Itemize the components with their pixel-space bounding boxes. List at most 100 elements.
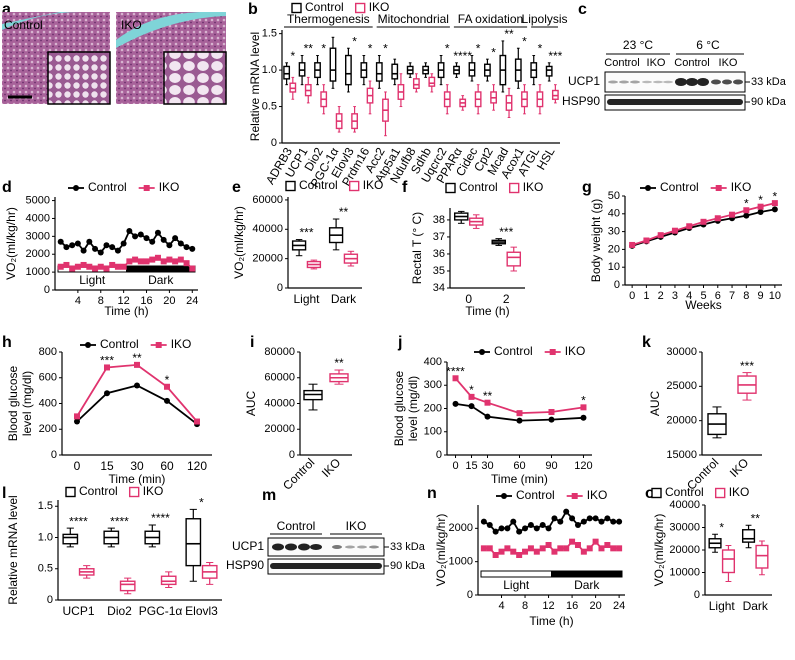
marker <box>143 235 150 242</box>
marker <box>69 242 76 249</box>
legend-swatch <box>445 182 456 194</box>
legend-label: IKO <box>587 488 608 502</box>
marker <box>172 258 179 265</box>
marker <box>545 525 552 532</box>
marker <box>686 223 693 230</box>
legend-swatch <box>714 487 726 499</box>
significance: *** <box>548 49 562 63</box>
size-label: 90 kDa <box>390 560 426 572</box>
marker <box>177 240 184 247</box>
marker <box>671 227 678 234</box>
panel: d 0 1000 2000 3000 4000 5000 4 8 12 16 20 24 VO₂(ml/k… <box>2 179 198 318</box>
y-axis-title: level (mg/dl) <box>406 376 420 441</box>
marker <box>80 247 87 254</box>
panel-letter: c <box>578 1 587 18</box>
phase-bar <box>126 265 196 273</box>
y-tick-label: 400 <box>39 397 57 409</box>
panel: o 0 10000 20000 30000 40000 Light Dark VO₂(ml/kg… <box>645 485 772 613</box>
box <box>329 47 337 82</box>
panel-a: a Control IKO <box>2 1 227 105</box>
marker <box>189 245 196 252</box>
marker <box>480 518 487 525</box>
box <box>160 575 177 586</box>
marker <box>616 518 623 525</box>
y-axis-title: AUC <box>244 391 258 417</box>
box <box>119 580 136 592</box>
x-tick-label: 15 <box>465 460 477 472</box>
x-tick-label: PGC-1α <box>139 604 183 618</box>
legend-marker <box>73 185 79 191</box>
significance: * <box>719 520 724 534</box>
marker <box>160 258 167 265</box>
marker <box>586 515 593 522</box>
x-tick-label: Light <box>293 292 320 306</box>
marker <box>743 212 750 219</box>
significance: * <box>368 42 373 56</box>
legend-label: IKO <box>565 344 586 358</box>
x-tick-label: 60 <box>160 459 174 473</box>
marker <box>516 410 523 417</box>
legend-marker <box>155 342 162 348</box>
y-tick-label: 35 <box>433 265 445 277</box>
legend-label: IKO <box>729 485 750 499</box>
x-axis-title: Time (h) <box>529 614 573 628</box>
marker <box>452 375 459 382</box>
legend-label: IKO <box>143 484 164 498</box>
significance: *** <box>100 354 114 368</box>
y-tick-label: 80000 <box>264 346 295 358</box>
marker <box>120 263 127 270</box>
panel-letter: a <box>2 1 11 18</box>
y-tick-label: 20000 <box>666 415 697 427</box>
significance: * <box>445 42 450 56</box>
marker <box>563 545 570 552</box>
y-tick-label: 30000 <box>666 346 697 358</box>
y-tick-label: 36 <box>433 248 445 260</box>
y-tick-label: 20000 <box>252 253 283 265</box>
legend-label: Control <box>79 484 118 498</box>
marker <box>604 515 611 522</box>
y-tick-label: 40000 <box>264 397 295 409</box>
marker <box>132 233 139 240</box>
y-axis-title: AUC <box>648 391 662 417</box>
protein-label: HSP90 <box>226 558 264 572</box>
y-tick-label: 10 <box>608 261 620 273</box>
marker <box>569 515 576 522</box>
legend-swatch <box>651 487 662 499</box>
y-axis-title: VO₂(ml/kg/hr) <box>434 514 448 587</box>
y-axis-title: Blood glucose <box>6 365 20 441</box>
panel: h 0 200 400 600 800 0 15 30 60 120 Blood glucose lev… <box>2 334 212 486</box>
protein-label: UCP1 <box>232 539 264 553</box>
panel-letter: j <box>397 334 402 351</box>
x-tick-label: Elovl3 <box>185 604 218 618</box>
marker <box>533 525 540 532</box>
marker <box>643 237 650 244</box>
marker <box>522 525 529 532</box>
series-line <box>76 384 198 425</box>
significance: ** <box>339 205 349 219</box>
marker <box>120 240 127 247</box>
group-label: Control <box>277 519 316 533</box>
significance: ** <box>334 356 344 370</box>
y-tick-label: 800 <box>39 346 57 358</box>
box <box>428 76 436 87</box>
marker <box>522 548 529 555</box>
marker <box>757 203 764 210</box>
significance: * <box>469 383 474 397</box>
phase-label: Dark <box>574 578 600 592</box>
marker <box>598 545 605 552</box>
significance: * <box>290 49 295 63</box>
box <box>545 65 553 77</box>
significance: * <box>538 42 543 56</box>
x-axis-title: Time (min) <box>491 472 548 486</box>
y-tick-label: 0 <box>289 449 295 461</box>
legend-label: Control <box>665 485 704 499</box>
significance: * <box>476 42 481 56</box>
marker <box>468 403 475 410</box>
marker <box>592 515 599 522</box>
x-axis-title: Time (h) <box>104 304 148 318</box>
marker <box>166 242 173 249</box>
legend-swatch <box>65 486 76 498</box>
marker <box>729 211 736 218</box>
